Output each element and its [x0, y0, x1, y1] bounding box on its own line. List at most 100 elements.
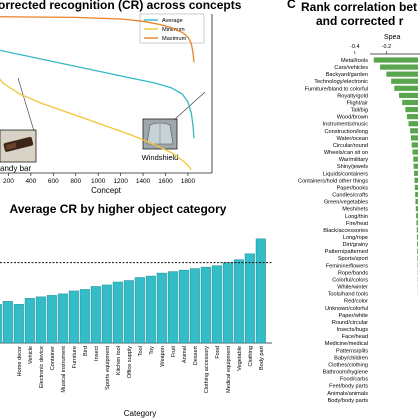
- bar-category-label: Clothing accessory: [204, 346, 210, 393]
- bar-animal: [178, 269, 189, 344]
- legend-label-average: Average: [162, 18, 183, 24]
- corr-bar-war-military: [413, 156, 418, 162]
- line-chart-title: orrected recognition (CR) across concept…: [0, 0, 242, 12]
- corr-row-label: Feminine/flowers: [326, 263, 368, 269]
- corr-bar-shiny-jewels: [413, 163, 418, 169]
- bar-bird: [79, 289, 90, 344]
- panel-letter-c: C: [287, 0, 296, 11]
- rank-correlation-chart: C Rank correlation bet and corrected r S…: [287, 0, 420, 404]
- corr-row-label: Long/rope: [343, 235, 368, 241]
- corr-row-label: White/winter: [337, 285, 368, 291]
- corr-bar-fire-heat: [416, 220, 418, 226]
- line-legend: Average Minimum Maximum: [139, 13, 205, 44]
- corr-row-label: Technology/electronic: [314, 79, 368, 85]
- corr-row-label: Shiny/jewels: [337, 164, 368, 170]
- line-x-tick-label: 600: [48, 178, 59, 185]
- corr-row-label: Rope/bands: [338, 270, 368, 276]
- corr-row-label: Flight/air: [347, 100, 369, 106]
- corr-row-label: Sports/sport: [338, 256, 369, 262]
- bar-category-label: Weapon: [160, 346, 166, 367]
- legend-label-maximum: Maximum: [162, 36, 187, 42]
- bar-x-axis-label: Category: [124, 409, 156, 418]
- corr-bar-black-accessories: [416, 227, 418, 233]
- corr-row-label: Body/body parts: [328, 398, 369, 404]
- corr-row-label: Liquids/containers: [323, 171, 368, 177]
- bar-kitchen-tool: [112, 281, 123, 344]
- line-x-tick-label: 1400: [136, 178, 151, 185]
- corr-row-label: Baby/children: [334, 355, 368, 361]
- corr-bar-water-ocean: [410, 135, 418, 141]
- bar-category-label: Food: [215, 346, 221, 359]
- bar-category-label: Home decor: [17, 346, 23, 377]
- line-x-axis-label: Concept: [91, 186, 122, 195]
- corr-row-label: Face/head: [342, 334, 368, 340]
- line-x-tick-label: 1000: [91, 178, 106, 185]
- line-x-tick-label: 1800: [181, 178, 196, 185]
- bar-container: [46, 295, 57, 344]
- bar-vegetable: [233, 259, 244, 344]
- corr-bar-mesh-nets: [415, 206, 418, 212]
- corr-row-label: Colorful/colors: [332, 277, 368, 283]
- cr-line-chart: orrected recognition (CR) across concept…: [0, 0, 242, 195]
- corr-bar-construction-long: [410, 128, 418, 134]
- bar-partial: [0, 304, 2, 344]
- bar-insect: [90, 286, 101, 344]
- corr-row-label: Insects/bugs: [337, 327, 369, 333]
- corr-bar-metal-tools: [373, 57, 418, 63]
- bar-medical-equipment: [222, 262, 233, 344]
- bar-furniture: [68, 290, 79, 344]
- corr-bar-circular-round: [411, 142, 418, 148]
- corr-row-label: Royalty/gold: [337, 93, 368, 99]
- bar-partial: [2, 301, 13, 344]
- corr-x-tick-label: -0.2: [382, 44, 391, 50]
- corr-row-label: Medicine/medical: [325, 341, 368, 347]
- corr-row-label: Bathroom/hygiene: [323, 370, 368, 376]
- corr-row-label: Unknown/colorful: [325, 306, 368, 312]
- series-line-minimum: [0, 78, 192, 171]
- legend-label-minimum: Minimum: [162, 27, 185, 33]
- bar-category-label: Medical equipment: [226, 346, 232, 393]
- bar-category-label: Electronic device: [39, 346, 45, 388]
- corr-chart-title-line2: and corrected r: [316, 14, 404, 28]
- corr-row-label: Cars/vehicles: [334, 65, 368, 71]
- windshield-image: [142, 118, 178, 150]
- corr-bar-paper-books: [414, 184, 418, 191]
- bar-category-label: Sports equipment: [105, 346, 111, 390]
- bar-category-label: Container: [50, 346, 56, 370]
- series-line-average: [0, 49, 195, 139]
- bar-category-label: Clothing: [248, 346, 254, 367]
- corr-bar-pattern-patterned: [417, 248, 418, 254]
- corr-row-label: Feet/body parts: [329, 384, 368, 390]
- corr-bar-technology-electronic: [391, 78, 418, 84]
- corr-row-label: Water/ocean: [336, 136, 368, 142]
- bar-category-label: Toy: [149, 346, 155, 355]
- corr-row-label: Furniture/bland to colorful: [305, 86, 368, 92]
- corr-row-label: Patterns/pills: [336, 348, 368, 354]
- corr-bar-long-thin: [416, 213, 418, 219]
- bar-musical-instrument: [57, 293, 68, 344]
- bar-toy: [145, 275, 156, 344]
- bar-clothing: [244, 253, 255, 344]
- bar-category-label: Vegetable: [237, 346, 243, 371]
- corr-row-label: Green/vegetables: [324, 200, 368, 206]
- bar-dessert: [189, 268, 200, 344]
- corr-row-label: Wood/brown: [337, 115, 368, 121]
- corr-bar-royalty-gold: [399, 92, 418, 98]
- bar-body-part: [255, 238, 266, 344]
- candy-bar-label: andy bar: [0, 164, 31, 173]
- bar-office-supply: [123, 280, 134, 344]
- candy-bar-pointer: [17, 77, 35, 132]
- bar-category-label: Musical instrument: [61, 346, 67, 393]
- line-x-tick-label: 400: [25, 178, 36, 185]
- bar-category-label: Fruit: [171, 346, 177, 358]
- corr-bar-furniture-bland-to-colorful: [394, 85, 418, 91]
- bar-weapon: [156, 272, 167, 344]
- corr-row-label: Round/circular: [332, 320, 368, 326]
- candy-bar-image: [0, 129, 37, 163]
- corr-row-label: Mesh/nets: [342, 207, 368, 213]
- corr-row-label: Candles/crafts: [332, 193, 368, 199]
- bar-category-label: Office supply: [127, 346, 133, 378]
- bar-category-label: Insect: [94, 346, 100, 361]
- corr-row-label: Circular/round: [333, 143, 368, 149]
